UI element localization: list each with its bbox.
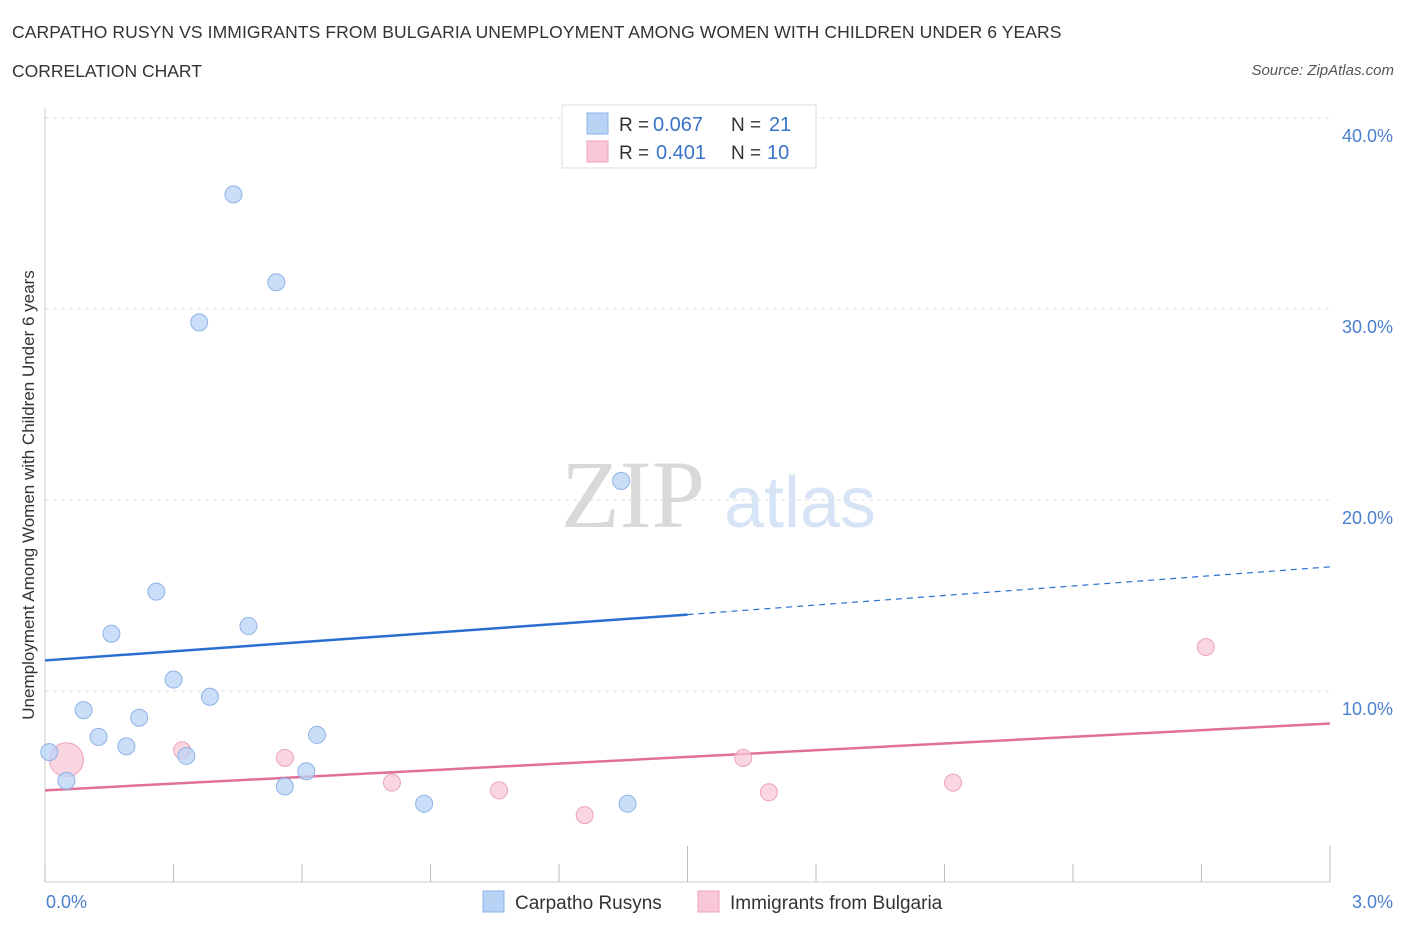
series-legend-swatch-blue: [482, 890, 505, 913]
point-carpatho-6: [130, 708, 149, 727]
point-bulgaria-2: [275, 748, 294, 767]
point-carpatho-12: [224, 185, 243, 204]
point-bulgaria-5: [575, 806, 594, 825]
point-carpatho-9: [177, 746, 196, 765]
point-carpatho-20: [618, 794, 637, 813]
y-tick-label-1: 20.0%: [1342, 508, 1393, 528]
point-carpatho-3: [89, 727, 108, 746]
data-points: [40, 185, 1215, 825]
legend-r-value-2: 0.401: [656, 142, 706, 164]
point-carpatho-2: [74, 701, 93, 720]
point-carpatho-11: [200, 687, 219, 706]
legend-n-value-1: 21: [769, 114, 791, 136]
trend-line-carpatho-rusyns-extension: [687, 566, 1331, 616]
series-legend: Carpatho Rusyns Immigrants from Bulgaria: [482, 890, 943, 914]
legend-swatch-blue: [586, 112, 609, 135]
point-carpatho-0: [40, 743, 59, 762]
chart-subtitle: CORRELATION CHART: [12, 61, 202, 81]
grid-lines: [45, 117, 1330, 692]
chart-title: CARPATHO RUSYN VS IMMIGRANTS FROM BULGAR…: [12, 22, 1062, 42]
legend-r-label-1: R =: [619, 115, 654, 136]
x-tick-labels: 0.0% 3.0%: [46, 892, 1393, 912]
legend-swatch-pink: [586, 140, 609, 163]
point-carpatho-19: [612, 471, 631, 490]
point-carpatho-5: [117, 737, 136, 756]
watermark-zip: ZIP: [561, 441, 705, 548]
trend-lines: [44, 566, 1331, 792]
y-tick-labels: 10.0% 20.0% 30.0% 40.0%: [1342, 126, 1393, 719]
point-carpatho-17: [307, 725, 326, 744]
axes: [44, 108, 1331, 883]
source-attribution: Source: ZipAtlas.com: [1251, 62, 1394, 79]
point-bulgaria-9: [1196, 638, 1215, 657]
point-bulgaria-3: [382, 773, 401, 792]
trend-line-carpatho-rusyns: [44, 613, 688, 662]
correlation-legend: R = 0.067 N = 21 R = 0.401 N = 10: [561, 104, 817, 169]
watermark: ZIP atlas: [561, 441, 876, 548]
legend-n-value-2: 10: [767, 142, 789, 164]
point-bulgaria-6: [734, 748, 753, 767]
watermark-atlas: atlas: [724, 463, 876, 543]
point-carpatho-10: [190, 313, 209, 332]
x-tick-label-0: 0.0%: [46, 892, 87, 912]
point-carpatho-16: [297, 762, 316, 781]
point-carpatho-14: [267, 273, 286, 292]
y-tick-label-2: 30.0%: [1342, 317, 1393, 337]
point-bulgaria-8: [944, 773, 963, 792]
trend-line-immigrants-from-bulgaria: [44, 722, 1331, 792]
series-legend-label-blue: Carpatho Rusyns: [515, 893, 662, 914]
y-axis-label: Unemployment Among Women with Children U…: [19, 270, 38, 719]
y-tick-label-3: 40.0%: [1342, 126, 1393, 146]
y-tick-label-0: 10.0%: [1342, 699, 1393, 719]
legend-r-value-1: 0.067: [653, 114, 703, 136]
point-carpatho-1: [57, 771, 76, 790]
point-bulgaria-4: [490, 781, 509, 800]
series-legend-swatch-pink: [697, 890, 720, 913]
legend-n-label-1: N =: [731, 115, 766, 136]
point-carpatho-18: [415, 794, 434, 813]
point-carpatho-8: [164, 670, 183, 689]
point-carpatho-7: [147, 582, 166, 601]
point-carpatho-4: [102, 624, 121, 643]
point-carpatho-13: [239, 617, 258, 636]
legend-n-label-2: N =: [731, 143, 766, 164]
x-tick-label-1: 3.0%: [1352, 892, 1393, 912]
series-legend-label-pink: Immigrants from Bulgaria: [730, 893, 943, 914]
legend-r-label-2: R =: [619, 143, 654, 164]
point-bulgaria-7: [759, 783, 778, 802]
point-carpatho-15: [275, 777, 294, 796]
